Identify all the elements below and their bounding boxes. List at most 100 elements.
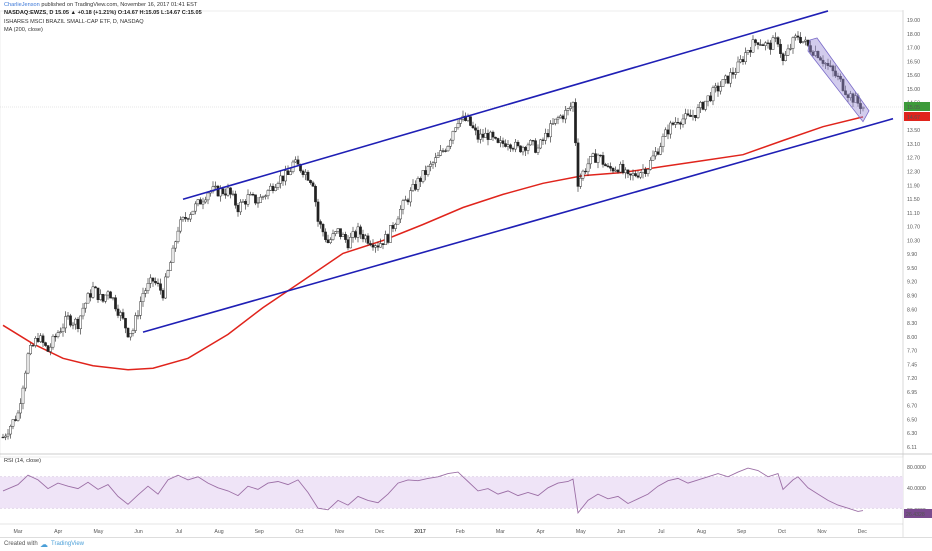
author-link[interactable]: CharlieJenson bbox=[4, 2, 40, 8]
price-tick-label: 9.90 bbox=[907, 252, 917, 258]
candle-body bbox=[234, 193, 237, 206]
candle-body bbox=[626, 169, 630, 175]
candle-body bbox=[554, 118, 557, 124]
price-tick-label: 6.11 bbox=[907, 445, 917, 451]
candle-body bbox=[754, 39, 757, 43]
candle-body bbox=[384, 234, 387, 245]
candle-body bbox=[764, 42, 767, 46]
candle-body bbox=[74, 318, 77, 325]
candle-body bbox=[854, 95, 857, 103]
price-tick-label: 12.70 bbox=[907, 156, 920, 162]
time-tick-label: Jul bbox=[175, 529, 182, 535]
candle-body bbox=[469, 116, 472, 126]
price-tick-label: 15.60 bbox=[907, 73, 920, 79]
candle-body bbox=[366, 235, 370, 244]
candle-body bbox=[719, 86, 722, 92]
candle-body bbox=[756, 42, 760, 45]
candle-body bbox=[724, 75, 727, 80]
candle-body bbox=[631, 173, 635, 176]
candle-body bbox=[104, 294, 107, 302]
time-axis[interactable]: Mar Apr May Jun Jul Aug Sep Oct Nov Dec 2017 Feb Mar… bbox=[14, 529, 868, 535]
candle-body bbox=[164, 276, 167, 299]
candle-body bbox=[776, 37, 780, 45]
candle-body bbox=[231, 193, 235, 195]
candle-body bbox=[689, 114, 692, 117]
time-tick-label: Jul bbox=[658, 529, 665, 535]
candle-body bbox=[236, 205, 240, 213]
candle-body bbox=[154, 281, 157, 284]
time-tick-label: Apr bbox=[537, 529, 545, 535]
candle-body bbox=[436, 155, 440, 158]
price-axis[interactable]: 19.0018.0017.0016.5015.6015.0014.5014.00… bbox=[904, 18, 932, 518]
candle-body bbox=[449, 139, 452, 147]
candle-body bbox=[679, 122, 682, 125]
candle-body bbox=[659, 146, 662, 155]
price-tick-label: 7.70 bbox=[907, 349, 917, 355]
candle-body bbox=[779, 43, 782, 54]
candle-body bbox=[14, 419, 17, 421]
candle-body bbox=[691, 114, 695, 117]
candle-body bbox=[324, 231, 327, 240]
highlight-layer bbox=[807, 37, 870, 123]
candle-body bbox=[821, 59, 825, 64]
candle-body bbox=[531, 140, 535, 142]
candle-body bbox=[44, 342, 47, 346]
candle-body bbox=[296, 159, 300, 165]
candle-body bbox=[389, 225, 392, 243]
candle-body bbox=[466, 116, 470, 121]
candle-body bbox=[766, 42, 770, 44]
candle-body bbox=[526, 144, 530, 151]
price-tick-label: 19.00 bbox=[907, 18, 920, 24]
candle-body bbox=[34, 338, 37, 346]
publish-line: CharlieJenson published on TradingView.c… bbox=[4, 2, 197, 9]
candle-body bbox=[591, 153, 595, 157]
candle-body bbox=[684, 113, 687, 120]
candle-body bbox=[144, 290, 147, 294]
candle-body bbox=[709, 95, 712, 102]
candle-body bbox=[826, 62, 830, 67]
candle-body bbox=[824, 62, 827, 65]
candle-body bbox=[276, 183, 280, 188]
price-tick-label: 9.50 bbox=[907, 266, 917, 272]
candle-body bbox=[281, 175, 285, 182]
candle-body bbox=[486, 132, 490, 140]
candle-body bbox=[96, 287, 100, 300]
candle-body bbox=[254, 194, 257, 204]
price-tick-label: 11.10 bbox=[907, 211, 920, 217]
candle-body bbox=[789, 48, 792, 50]
highlight-box bbox=[807, 37, 870, 123]
time-tick-label: Aug bbox=[697, 529, 706, 535]
candle-body bbox=[286, 170, 290, 175]
price-tick-label: 18.00 bbox=[907, 32, 920, 38]
candle-body bbox=[274, 187, 277, 191]
candle-body bbox=[404, 199, 407, 201]
candle-body bbox=[184, 217, 187, 219]
candle-body bbox=[326, 239, 330, 243]
candle-body bbox=[239, 201, 242, 213]
ma-value-marker bbox=[904, 112, 930, 121]
candle-body bbox=[771, 37, 775, 50]
candle-body bbox=[746, 50, 750, 53]
candle-body bbox=[166, 270, 170, 278]
candle-body bbox=[46, 345, 50, 352]
footer-brand[interactable]: TradingView bbox=[51, 541, 85, 547]
candle-body bbox=[339, 228, 342, 237]
candle-body bbox=[629, 173, 632, 176]
candle-body bbox=[829, 65, 832, 67]
candle-body bbox=[179, 219, 182, 232]
candle-body bbox=[344, 234, 347, 240]
candle-body bbox=[511, 148, 515, 150]
candle-body bbox=[106, 291, 110, 296]
candle-body bbox=[759, 44, 762, 46]
rsi-band bbox=[0, 476, 903, 509]
time-tick-label: Dec bbox=[375, 529, 385, 535]
candle-body bbox=[89, 293, 92, 298]
candle-body bbox=[594, 153, 597, 163]
candle-body bbox=[551, 123, 555, 125]
candle-body bbox=[61, 327, 65, 332]
candle-body bbox=[146, 283, 150, 291]
candle-body bbox=[701, 102, 705, 110]
candle-body bbox=[311, 182, 315, 187]
candle-body bbox=[336, 228, 340, 232]
